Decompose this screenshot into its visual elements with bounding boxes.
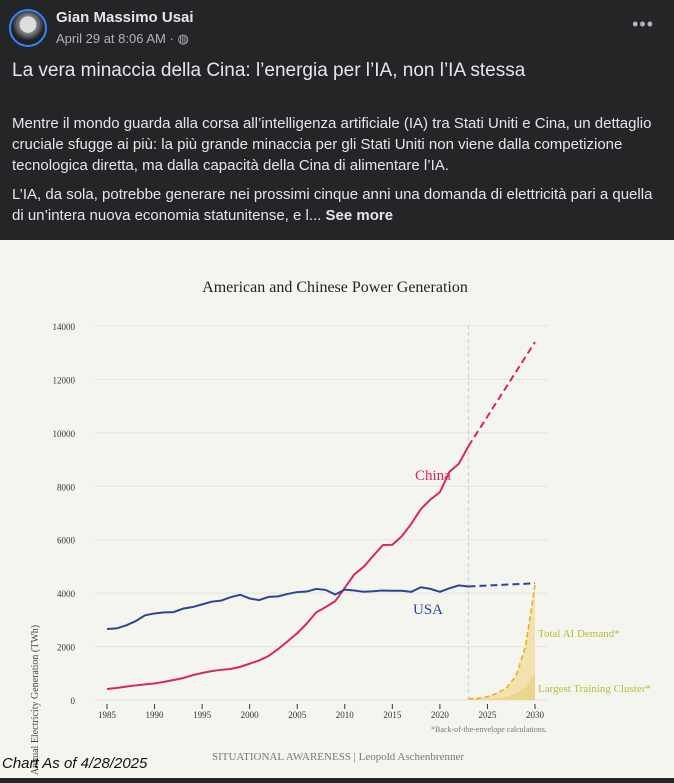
ai-demand-line [468,585,536,700]
chart-image[interactable]: American and Chinese Power Generation An… [0,240,674,778]
chart-as-of: Chart As of 4/28/2025 [2,755,148,772]
post-meta: April 29 at 8:06 AM · ◍ [56,31,189,47]
x-tick-label: 2015 [383,710,402,720]
separator: · [169,31,174,46]
y-tick-label: 6000 [57,536,76,546]
ai-demand-area [468,585,535,700]
x-tick-label: 1985 [98,710,117,720]
chart-title: American and Chinese Power Generation [202,279,468,296]
china-line [106,445,470,691]
timestamp[interactable]: April 29 at 8:06 AM [56,31,166,46]
y-tick-label: 10000 [53,429,76,439]
avatar[interactable] [9,9,47,47]
see-more-link[interactable]: See more [325,207,394,224]
y-tick-label: 2000 [57,643,76,653]
x-tick-label: 2010 [336,710,355,720]
author-name[interactable]: Gian Massimo Usai [56,9,194,26]
training-cluster-area [468,673,535,700]
x-tick-label: 2005 [288,710,307,720]
y-tick-label: 0 [71,696,76,706]
legend-usa: USA [413,602,443,618]
paragraph-text: L’IA, da sola, potrebbe generare nei pro… [12,186,653,224]
legend-china: China [415,468,451,484]
x-tick-label: 2000 [241,710,260,720]
more-icon[interactable]: ••• [632,14,654,34]
post-title: La vera minaccia della Cina: l’energia p… [12,60,526,81]
y-tick-label: 8000 [57,482,76,492]
china-projection-line [467,341,536,447]
x-tick-label: 1995 [193,710,212,720]
facebook-post: Gian Massimo Usai April 29 at 8:06 AM · … [0,0,674,240]
x-tick-label: 2020 [431,710,450,720]
source-credit: SITUATIONAL AWARENESS | Leopold Aschenbr… [212,751,464,763]
power-generation-chart: American and Chinese Power Generation An… [30,279,651,775]
paragraph: Mentre il mondo guarda alla corsa all’in… [12,115,652,174]
y-tick-label: 14000 [53,322,76,332]
y-tick-label: 12000 [53,375,76,385]
usa-projection-line [468,582,536,588]
globe-icon: ◍ [177,31,189,46]
footnote: *Back-of-the-envelope calculations. [431,725,547,734]
y-axis-label: Annual Electricity Generation (TWh) [30,625,41,775]
y-tick-label: 4000 [57,589,76,599]
legend-training-cluster: Largest Training Cluster* [538,683,651,695]
usa-line [106,584,469,630]
legend-ai-demand: Total AI Demand* [538,628,620,640]
paragraph: L’IA, da sola, potrebbe generare nei pro… [12,184,662,226]
post-body: Mentre il mondo guarda alla corsa all’in… [12,113,662,234]
x-tick-label: 2025 [478,710,497,720]
x-tick-label: 1990 [146,710,165,720]
x-tick-label: 2030 [526,710,545,720]
